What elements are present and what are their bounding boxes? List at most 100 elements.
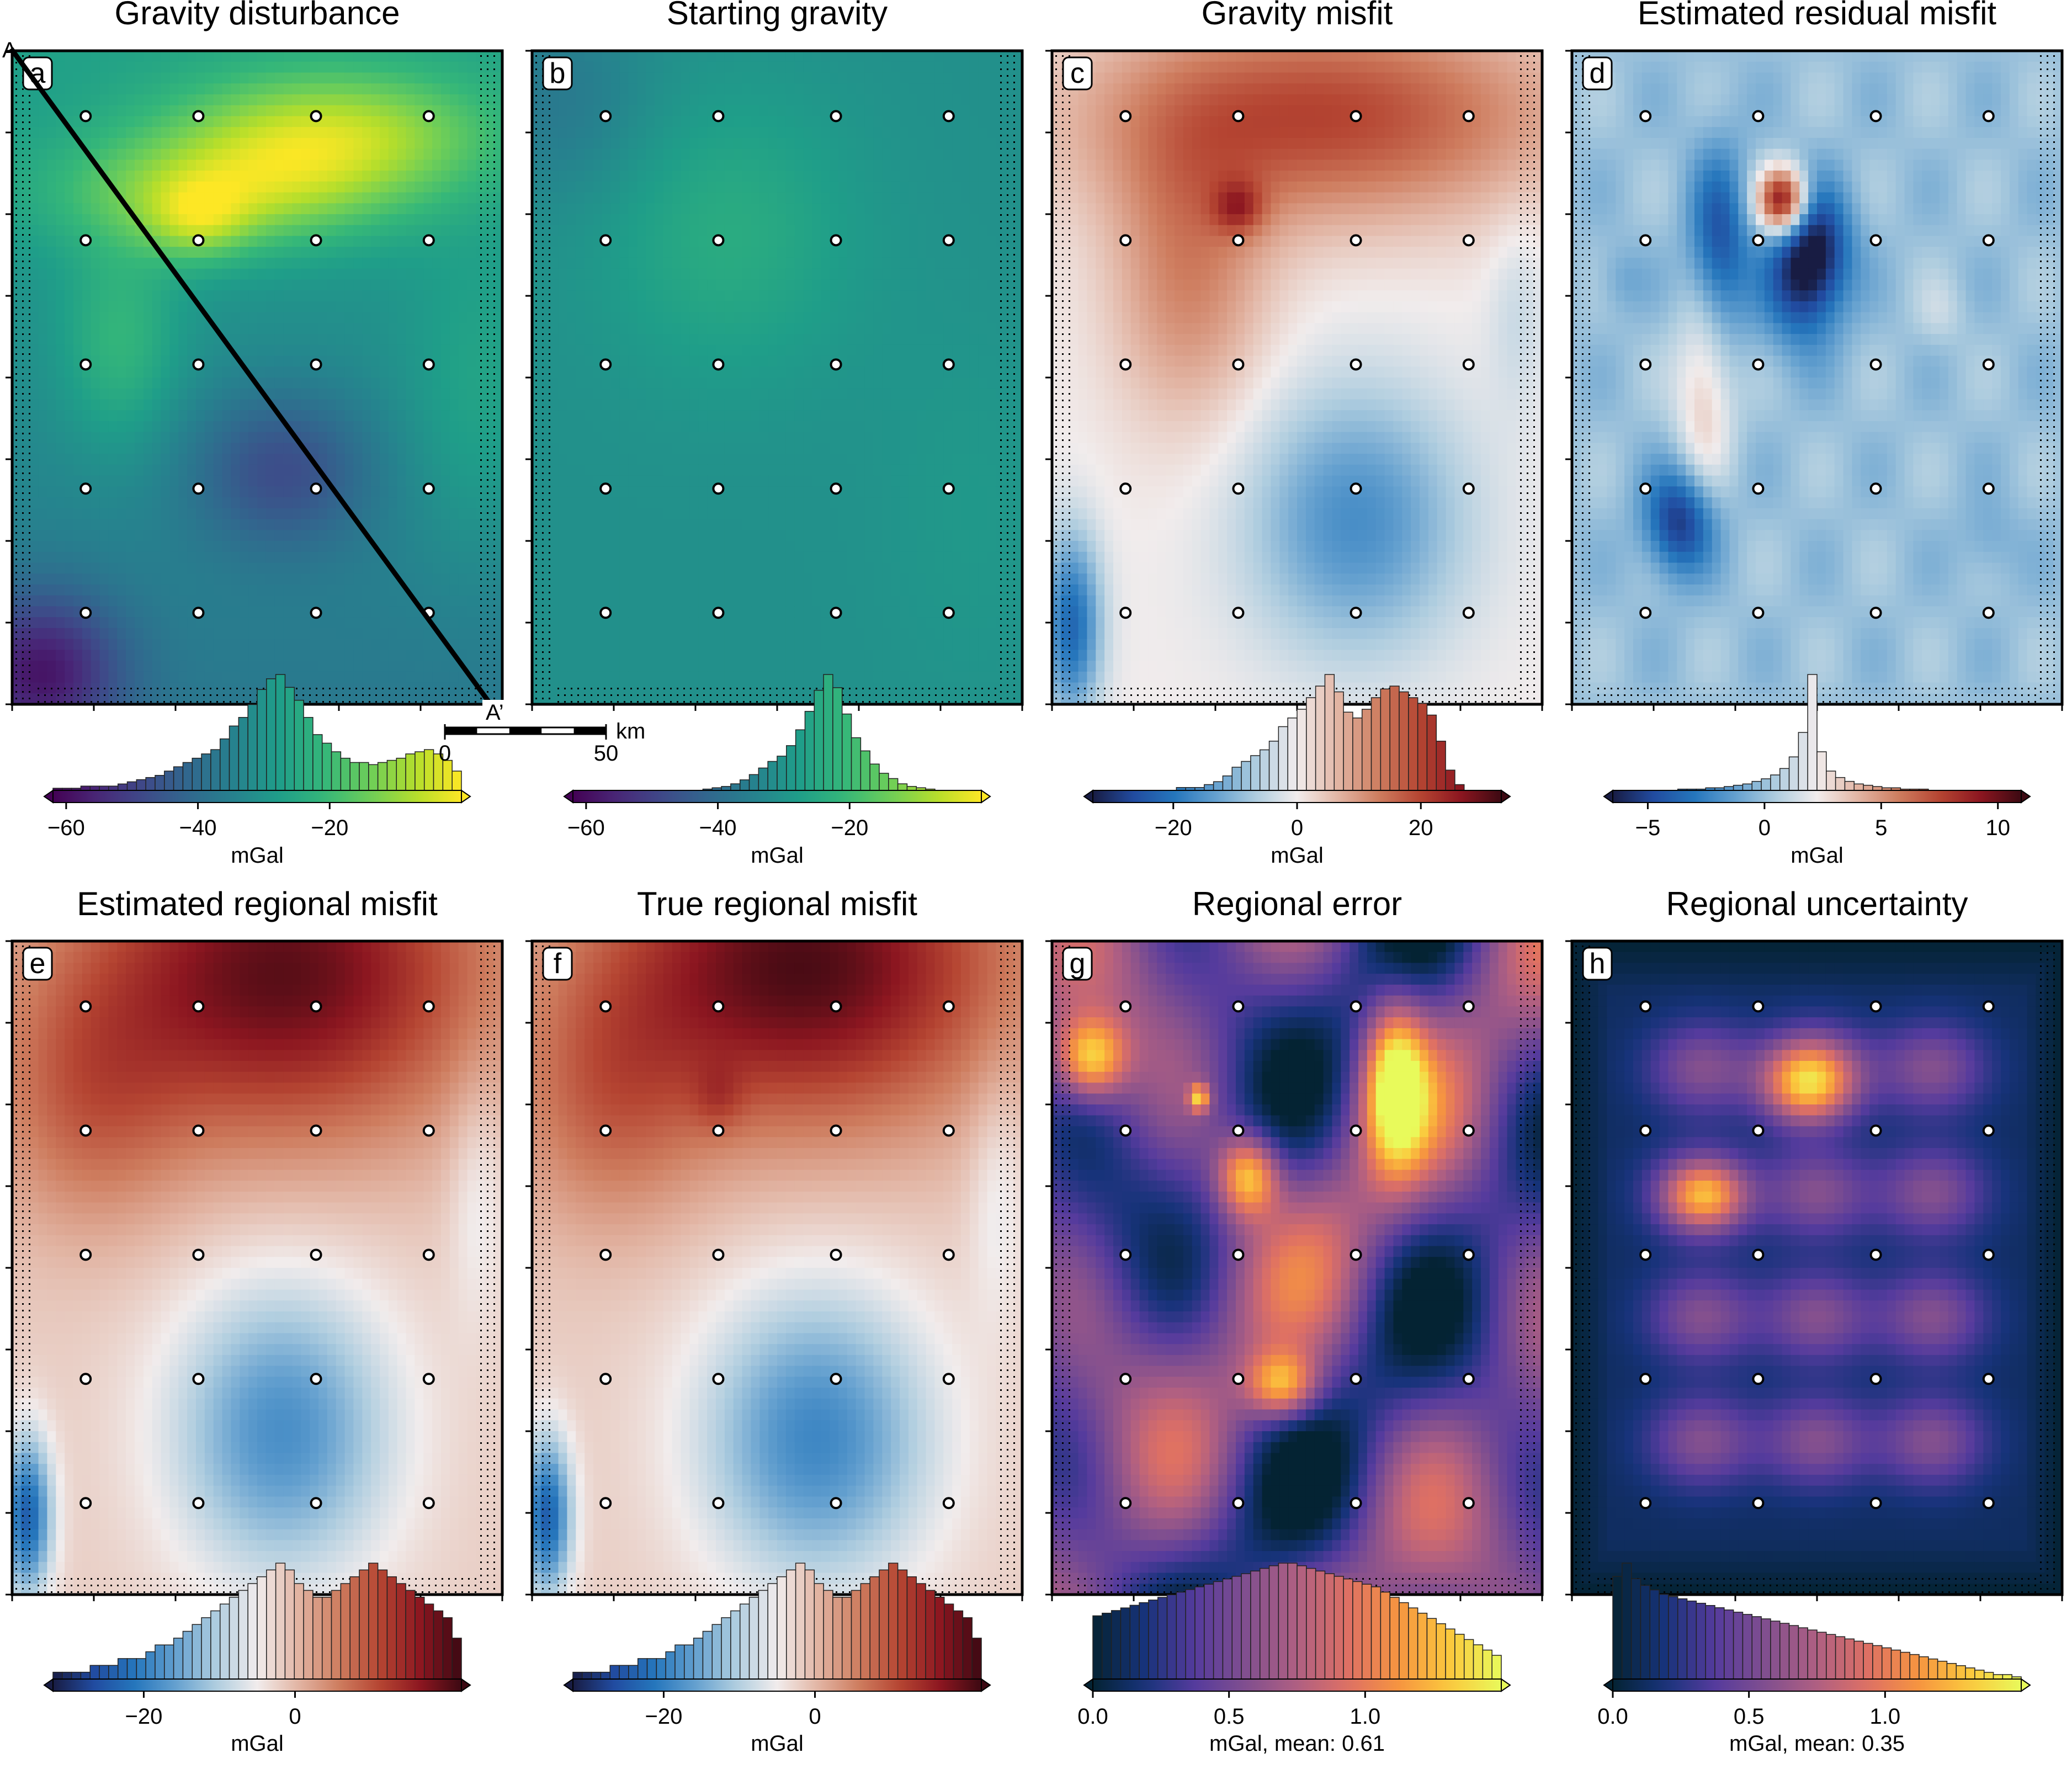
histogram-bar [656, 1659, 666, 1679]
constraint-point [1984, 608, 1994, 618]
constraint-point [713, 1001, 723, 1011]
panel-letter: f [554, 948, 562, 980]
panel-letter: g [1070, 948, 1086, 980]
histogram-bar [972, 1638, 981, 1679]
colorbar-tick-label: 0 [1291, 816, 1303, 840]
constraint-point [601, 111, 610, 121]
histogram-bar [1380, 689, 1390, 790]
histogram-bar [1928, 1659, 1938, 1679]
histogram-bar [824, 674, 833, 790]
histogram-bar [750, 1597, 759, 1679]
constraint-point [1464, 111, 1474, 121]
histogram-bar [341, 758, 350, 790]
histogram-bar [787, 1570, 796, 1679]
constraint-point [193, 484, 203, 493]
histogram-bar [1640, 1585, 1650, 1679]
constraint-point [1640, 484, 1650, 493]
histogram-bar [415, 752, 424, 790]
constraint-point [713, 1374, 723, 1384]
histogram-bar [1436, 1624, 1446, 1679]
constraint-point [713, 608, 723, 618]
colorbar-tick-label: 1.0 [1870, 1704, 1901, 1729]
histogram-bar [814, 1584, 824, 1679]
constraint-point [193, 608, 203, 618]
constraint-point [1120, 1001, 1130, 1011]
constraint-point [311, 1250, 321, 1260]
panel-title: Regional uncertainty [1666, 885, 1968, 922]
constraint-point [1871, 1374, 1881, 1384]
colorbar-tick-label: −60 [567, 816, 605, 840]
histogram-bar [740, 1604, 750, 1679]
constraint-point [1871, 111, 1881, 121]
histogram-bar [248, 1584, 257, 1679]
constraint-point [831, 235, 841, 245]
colorbar-tick-label: −20 [125, 1704, 163, 1729]
colorbar-tick-label: 1.0 [1350, 1704, 1381, 1729]
colorbar-tick-label: 0 [289, 1704, 301, 1729]
histogram-bar [1297, 1566, 1306, 1679]
histogram-bar [201, 1618, 211, 1679]
constraint-point [424, 359, 434, 369]
constraint-point [713, 359, 723, 369]
panel-letter: e [30, 948, 46, 980]
histogram-bar [1418, 1613, 1427, 1679]
histogram-bar [155, 775, 164, 790]
histogram-bar [573, 1672, 582, 1679]
histogram-bar [1752, 782, 1761, 790]
histogram-bar [1232, 1576, 1241, 1679]
histogram-bar [1724, 1610, 1734, 1679]
histogram-bar [860, 1584, 870, 1679]
histogram-bar [1093, 1616, 1102, 1679]
constraint-point [1640, 111, 1650, 121]
constraint-point [1753, 1001, 1763, 1011]
colorbar-tick-label: 0 [1758, 816, 1771, 840]
constraint-point [713, 1125, 723, 1135]
histogram-bar [768, 762, 777, 791]
constraint-point [81, 1498, 91, 1508]
colorbar-tick-label: −20 [311, 816, 348, 840]
constraint-point [944, 484, 954, 493]
histogram-bar [267, 679, 276, 790]
constraint-point [831, 608, 841, 618]
heatmap [532, 941, 1023, 1595]
colorbar-tick-label: −40 [179, 816, 217, 840]
histogram-bar [238, 718, 248, 790]
histogram-bar [81, 1672, 90, 1679]
histogram-bar [1900, 1653, 1910, 1679]
histogram-bar [1734, 1612, 1743, 1679]
histogram-bar [1325, 674, 1334, 790]
histogram-bar [610, 1665, 619, 1679]
panel-title: Starting gravity [667, 0, 888, 31]
histogram-bar [136, 1659, 146, 1679]
constraint-point [944, 235, 954, 245]
colorbar-label: mGal [751, 843, 804, 868]
histogram-bar [1316, 1571, 1325, 1679]
histogram-bar [285, 687, 294, 790]
histogram-bar [174, 1638, 183, 1679]
histogram-bar [1696, 1603, 1706, 1679]
histogram-bar [1195, 1587, 1204, 1679]
constraint-point [1871, 359, 1881, 369]
constraint-point [1871, 235, 1881, 245]
constraint-point [1351, 111, 1361, 121]
histogram-bar [824, 1590, 833, 1679]
constraint-point [1351, 1250, 1361, 1260]
histogram-bar [118, 1659, 127, 1679]
histogram-bar [1372, 698, 1381, 790]
constraint-point [1120, 1498, 1130, 1508]
constraint-point [1464, 1125, 1474, 1135]
colorbar [53, 790, 461, 803]
histogram-bar [1789, 757, 1799, 790]
panel-title: Gravity misfit [1202, 0, 1393, 31]
colorbar-tick-label: −20 [645, 1704, 683, 1729]
constraint-point [311, 359, 321, 369]
histogram-bar [1956, 1666, 1965, 1679]
histogram-bar [1306, 1569, 1316, 1679]
constraint-point [311, 235, 321, 245]
histogram-bar [396, 1584, 406, 1679]
histogram-bar [369, 764, 378, 790]
histogram-bar [712, 1624, 721, 1679]
constraint-point [1351, 484, 1361, 493]
histogram-bar [1910, 1655, 1919, 1679]
histogram-bar [647, 1659, 657, 1679]
